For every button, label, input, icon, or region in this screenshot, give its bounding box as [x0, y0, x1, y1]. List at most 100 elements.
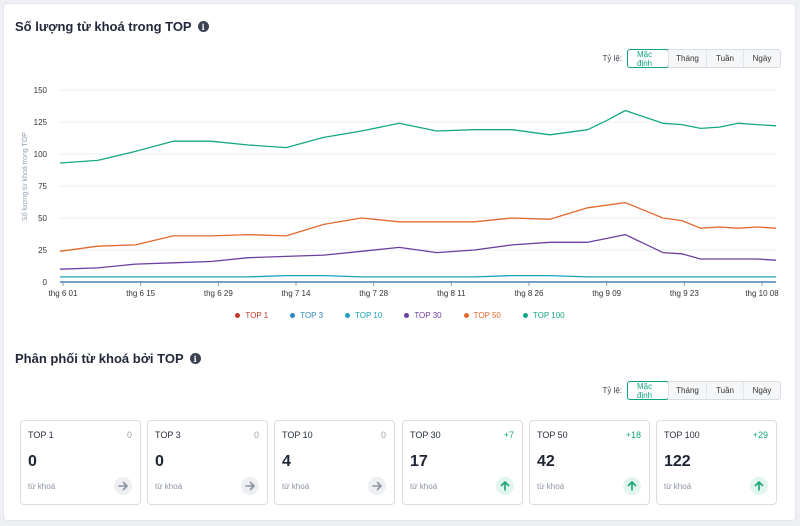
- arrow-right-icon[interactable]: [241, 477, 259, 495]
- y-tick-label: 100: [34, 150, 48, 159]
- chart-series: [59, 109, 777, 283]
- scale-segmented-control: Mặc định Tháng Tuần Ngày: [627, 49, 781, 68]
- info-icon[interactable]: i: [197, 21, 209, 32]
- info-icon[interactable]: i: [189, 353, 201, 364]
- line-chart: 0 25 50 75 100 125 150 thg 6 01 thg 6 15 thg 6 2…: [34, 86, 780, 298]
- legend-item-top-10[interactable]: TOP 10: [345, 311, 382, 320]
- top-card-top-3[interactable]: TOP 3 0 0 từ khoá: [147, 420, 268, 505]
- card-value: 42: [537, 453, 555, 470]
- chart-section-title-text: Số lượng từ khoá trong TOP: [15, 19, 192, 34]
- legend-dot-icon: [345, 313, 351, 318]
- card-unit: từ khoá: [28, 482, 56, 491]
- series-line-top-100[interactable]: [59, 109, 777, 164]
- card-unit: từ khoá: [155, 482, 183, 491]
- x-tick-label: thg 8 26: [515, 289, 544, 298]
- card-title: TOP 50: [537, 430, 568, 440]
- card-title: TOP 3: [155, 430, 181, 440]
- chart-section-title: Số lượng từ khoá trong TOP i: [15, 19, 209, 34]
- scale-label: Tỷ lệ:: [602, 386, 622, 395]
- card-delta: +29: [752, 430, 768, 440]
- card-title: TOP 1: [28, 430, 54, 440]
- card-unit: từ khoá: [664, 482, 692, 491]
- x-tick-label: thg 7 28: [359, 289, 388, 298]
- x-tick-label: thg 7 14: [282, 289, 311, 298]
- card-unit: từ khoá: [410, 482, 438, 491]
- x-tick-label: thg 8 11: [437, 289, 466, 298]
- card-value: 0: [28, 453, 37, 470]
- card-value: 0: [155, 453, 164, 470]
- x-tick-label: thg 9 09: [592, 289, 621, 298]
- card-delta: +7: [503, 430, 514, 440]
- card-value: 122: [664, 453, 691, 470]
- chart-scale-selector: Tỷ lệ: Mặc định Tháng Tuần Ngày: [602, 49, 781, 68]
- top-card-top-30[interactable]: TOP 30 +7 17 từ khoá: [402, 420, 523, 505]
- y-tick-label: 0: [43, 278, 48, 287]
- scale-option-day[interactable]: Ngày: [743, 50, 780, 67]
- y-tick-label: 25: [38, 246, 47, 255]
- series-line-top-10[interactable]: [60, 274, 776, 278]
- scale-option-month[interactable]: Tháng: [668, 50, 706, 67]
- top-card-top-10[interactable]: TOP 10 0 4 từ khoá: [274, 420, 395, 505]
- x-tick-label: thg 6 29: [204, 289, 233, 298]
- scale-option-week[interactable]: Tuần: [706, 382, 743, 399]
- card-title: TOP 10: [282, 430, 313, 440]
- legend-item-top-50[interactable]: TOP 50: [463, 311, 501, 320]
- card-unit: từ khoá: [537, 482, 565, 491]
- legend-item-top-3[interactable]: TOP 3: [290, 311, 323, 320]
- x-tick-label: thg 10 08: [745, 289, 779, 298]
- scale-option-week[interactable]: Tuần: [706, 50, 743, 67]
- legend-dot-icon: [404, 313, 410, 318]
- arrow-up-icon[interactable]: [623, 477, 641, 495]
- arrow-up-icon[interactable]: [496, 477, 514, 495]
- legend-label: TOP 1: [245, 311, 269, 320]
- legend-item-top-100[interactable]: TOP 100: [522, 311, 565, 320]
- legend-item-top-30[interactable]: TOP 30: [404, 311, 442, 320]
- series-line-top-30[interactable]: [59, 233, 777, 270]
- distribution-scale-selector: Tỷ lệ: Mặc định Tháng Tuần Ngày: [602, 381, 781, 400]
- y-tick-label: 125: [34, 118, 48, 127]
- legend-label: TOP 10: [355, 311, 383, 320]
- card-delta: +18: [625, 430, 641, 440]
- card-delta: 0: [126, 430, 132, 440]
- chart-y-ticks: 0 25 50 75 100 125 150: [34, 86, 48, 287]
- scale-segmented-control: Mặc định Tháng Tuần Ngày: [627, 381, 781, 400]
- scale-option-month[interactable]: Tháng: [668, 382, 706, 399]
- distribution-section-title-text: Phân phối từ khoá bởi TOP: [15, 351, 184, 366]
- legend-label: TOP 50: [473, 311, 501, 320]
- top-card-top-100[interactable]: TOP 100 +29 122 từ khoá: [656, 420, 777, 505]
- arrow-right-icon[interactable]: [368, 477, 386, 495]
- y-tick-label: 75: [38, 182, 47, 191]
- top-card-top-1[interactable]: TOP 1 0 0 từ khoá: [20, 420, 141, 505]
- card-title: TOP 30: [410, 430, 441, 440]
- legend-dot-icon: [522, 313, 528, 318]
- arrow-up-icon[interactable]: [750, 477, 768, 495]
- scale-label: Tỷ lệ:: [602, 54, 622, 63]
- chart-legend: TOP 1 TOP 3 TOP 10 TOP 30 TOP 50 TOP 100: [0, 311, 800, 320]
- x-tick-label: thg 9 23: [670, 289, 699, 298]
- legend-dot-icon: [290, 313, 296, 318]
- legend-label: TOP 100: [532, 311, 565, 320]
- scale-option-default[interactable]: Mặc định: [627, 381, 669, 400]
- card-delta: 0: [380, 430, 386, 440]
- chart-x-ticks: thg 6 01 thg 6 15 thg 6 29 thg 7 14 thg 7 28…: [49, 282, 779, 298]
- y-tick-label: 150: [34, 86, 48, 95]
- legend-label: TOP 30: [414, 311, 442, 320]
- x-tick-label: thg 6 01: [49, 289, 78, 298]
- scale-option-day[interactable]: Ngày: [743, 382, 780, 399]
- card-title: TOP 100: [664, 430, 700, 440]
- legend-dot-icon: [463, 313, 469, 318]
- card-value: 4: [282, 453, 291, 470]
- y-tick-label: 50: [38, 214, 47, 223]
- x-tick-label: thg 6 15: [126, 289, 155, 298]
- scale-option-default[interactable]: Mặc định: [627, 49, 669, 68]
- card-delta: 0: [253, 430, 259, 440]
- series-line-top-50[interactable]: [59, 201, 777, 252]
- card-unit: từ khoá: [282, 482, 310, 491]
- distribution-section-title: Phân phối từ khoá bởi TOP i: [15, 351, 201, 366]
- arrow-right-icon[interactable]: [114, 477, 132, 495]
- card-value: 17: [410, 453, 428, 470]
- legend-label: TOP 3: [300, 311, 324, 320]
- legend-dot-icon: [235, 313, 241, 318]
- top-card-top-50[interactable]: TOP 50 +18 42 từ khoá: [529, 420, 650, 505]
- legend-item-top-1[interactable]: TOP 1: [235, 311, 268, 320]
